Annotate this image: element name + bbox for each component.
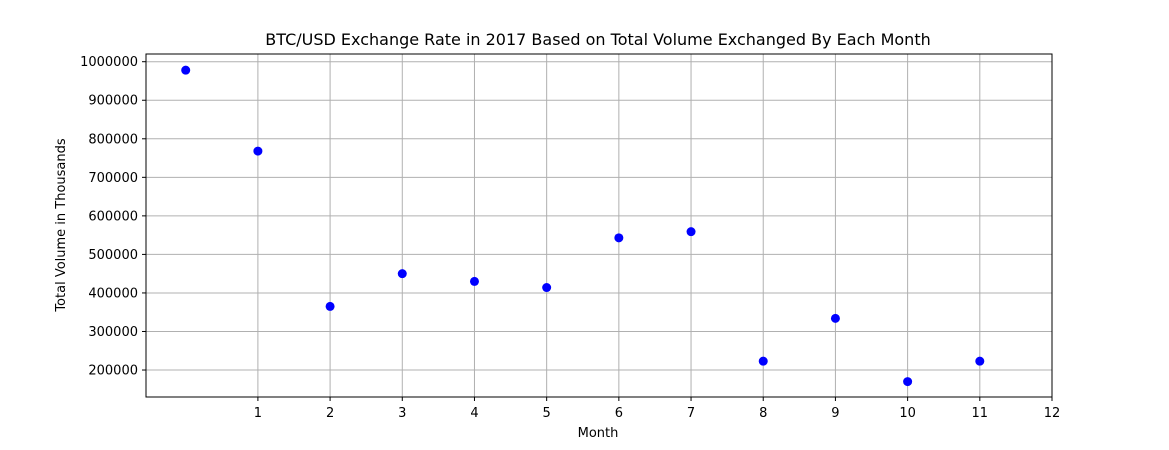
x-tick-label: 12	[1044, 406, 1061, 421]
x-tick-label: 2	[326, 406, 334, 421]
x-tick-label: 6	[615, 406, 623, 421]
data-point	[469, 276, 479, 286]
data-point	[830, 313, 840, 323]
y-tick-label: 200000	[88, 364, 138, 379]
data-point	[903, 377, 913, 387]
x-tick-label: 5	[543, 406, 551, 421]
data-point	[542, 283, 552, 293]
y-tick-label: 400000	[88, 286, 138, 301]
x-axis-label: Month	[578, 426, 619, 441]
y-tick-label: 300000	[88, 325, 138, 340]
data-point	[397, 269, 407, 279]
x-tick-label: 1	[254, 406, 262, 421]
data-point	[758, 356, 768, 366]
data-point	[181, 65, 191, 75]
data-points	[181, 65, 985, 387]
data-point	[686, 227, 696, 237]
data-point	[253, 146, 263, 156]
y-axis-ticks: 200000 300000 400000 500000 600000 700000 8000…	[80, 55, 146, 379]
data-point	[325, 301, 335, 311]
y-axis-label: Total Volume in Thousands	[54, 138, 69, 313]
y-tick-label: 1000000	[80, 55, 138, 70]
x-axis-ticks: 1 2 3 4 5 6 7 8 9 10 11 12	[254, 397, 1061, 421]
x-tick-label: 11	[972, 406, 989, 421]
y-tick-label: 600000	[88, 209, 138, 224]
y-tick-label: 900000	[88, 94, 138, 109]
y-tick-label: 500000	[88, 248, 138, 263]
x-tick-label: 7	[687, 406, 695, 421]
plot-frame	[145, 53, 1053, 398]
data-point	[614, 233, 624, 243]
y-tick-label: 800000	[88, 132, 138, 147]
chart-title: BTC/USD Exchange Rate in 2017 Based on T…	[265, 30, 930, 49]
x-tick-label: 9	[831, 406, 839, 421]
grid-lines	[146, 54, 1053, 397]
x-tick-label: 3	[398, 406, 406, 421]
x-tick-label: 10	[899, 406, 916, 421]
x-tick-label: 8	[759, 406, 767, 421]
y-tick-label: 700000	[88, 171, 138, 186]
x-tick-label: 4	[470, 406, 478, 421]
axes	[145, 53, 1053, 398]
data-point	[975, 356, 985, 366]
